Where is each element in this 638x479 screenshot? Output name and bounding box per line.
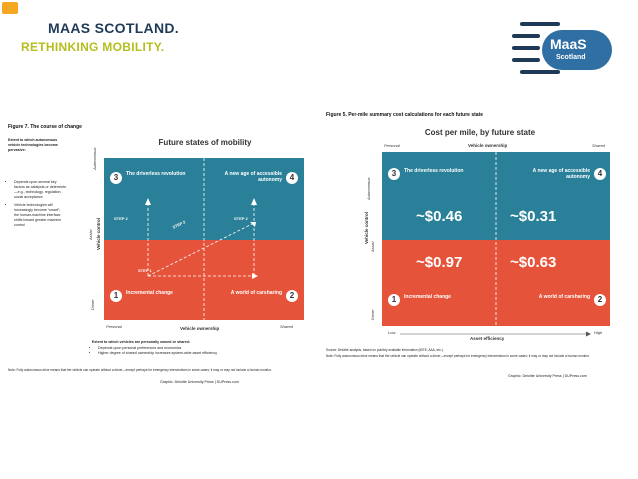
right-divider: [495, 152, 497, 326]
left-below-bullet: Higher degree of shared ownership increa…: [98, 351, 312, 356]
left-ytick-bot: Driver: [90, 299, 95, 310]
right-q2-number: 2: [594, 294, 606, 306]
left-step-1: STEP 1: [138, 268, 152, 273]
right-top-axis-label: Vehicle ownership: [468, 143, 508, 148]
right-chart-title: Cost per mile, by future state: [424, 128, 536, 137]
right-ytick-mid: Assist: [370, 241, 375, 252]
right-figure-caption: Figure 5. Per-mile summary cost calculat…: [326, 112, 483, 118]
right-q1-number: 1: [388, 294, 400, 306]
left-ytick-top: Autonomous: [92, 147, 97, 170]
left-chart-title: Future states of mobility: [158, 138, 252, 147]
left-below-bullets: Depends upon personal preferences and ec…: [92, 346, 312, 356]
left-q4-label: A new age of accessible autonomy: [224, 171, 282, 183]
left-figure-caption: Figure 7. The course of change: [8, 124, 82, 130]
right-bottom-arrow: [400, 331, 591, 337]
right-q4-number: 4: [594, 168, 606, 180]
left-q3-label: The driverless revolution: [126, 171, 186, 177]
left-yaxis-label: Vehicle control: [96, 217, 101, 250]
logo-word: MaaS: [550, 36, 587, 52]
maas-scotland-logo: MaaS Scotland: [512, 18, 622, 80]
left-q2-number: 2: [286, 290, 298, 302]
left-credit: Graphic: Deloitte University Press | DUP…: [160, 380, 239, 384]
right-bottom-left: Low: [388, 330, 396, 335]
left-ytick-mid: Assist: [88, 229, 93, 240]
header-subtitle: RETHINKING MOBILITY.: [21, 40, 165, 54]
right-quadrant-autonomous: [382, 152, 610, 240]
left-q2-label: A world of carsharing: [230, 290, 282, 296]
header-title: MAAS SCOTLAND.: [48, 20, 179, 36]
right-q2-label: A world of carsharing: [538, 294, 590, 300]
right-ytick-top: Autonomous: [366, 177, 371, 200]
left-q3-number: 3: [110, 172, 122, 184]
corner-logo-mark: [2, 2, 18, 14]
left-q1-label: Incremental change: [126, 290, 173, 296]
left-below-title: Extent to which vehicles are personally …: [92, 340, 191, 344]
left-sidebar-bullet: Vehicle technologies will increasingly b…: [14, 203, 66, 228]
left-note: Note: Fully autonomous drive means that …: [8, 368, 272, 372]
right-top-left: Personal: [384, 143, 400, 148]
right-q1-cost: ~$0.97: [416, 254, 463, 271]
right-q3-cost: ~$0.46: [416, 208, 463, 225]
right-ytick-bot: Driver: [370, 309, 375, 320]
right-q1-label: Incremental change: [404, 294, 451, 300]
left-sidebar-bullet: Depends upon several key factors as cata…: [14, 180, 66, 200]
left-xaxis-label: Vehicle ownership: [180, 326, 220, 331]
left-below-bullet: Depends upon personal preferences and ec…: [98, 346, 312, 351]
right-q2-cost: ~$0.63: [510, 254, 557, 271]
left-sidebar-bullets: Depends upon several key factors as cata…: [8, 180, 66, 231]
left-q1-number: 1: [110, 290, 122, 302]
right-yaxis-label: Vehicle control: [364, 211, 369, 244]
right-q3-label: The driverless revolution: [404, 168, 464, 174]
right-bottom-axis-label: Asset efficiency: [470, 336, 505, 341]
right-note: Note: Fully autonomous drive means that …: [326, 354, 590, 358]
left-xtick-right: Shared: [280, 324, 293, 329]
right-q4-cost: ~$0.31: [510, 208, 557, 225]
left-xtick-left: Personal: [106, 324, 122, 329]
right-top-right: Shared: [592, 143, 605, 148]
left-step-2-a: STEP 2: [114, 216, 128, 221]
left-sidebar-title: Extent to which autonomous vehicle techn…: [8, 138, 58, 152]
right-bottom-right: High: [594, 330, 603, 335]
right-credit: Graphic: Deloitte University Press | DUP…: [508, 374, 587, 378]
left-step-arrows: [145, 158, 258, 320]
right-source: Source: Deloitte analysis, based on publ…: [326, 348, 444, 352]
logo-sub: Scotland: [556, 54, 586, 61]
right-q4-label: A new age of accessible autonomy: [532, 168, 590, 180]
left-q4-number: 4: [286, 172, 298, 184]
right-q3-number: 3: [388, 168, 400, 180]
left-step-2-c: STEP 2: [234, 216, 248, 221]
